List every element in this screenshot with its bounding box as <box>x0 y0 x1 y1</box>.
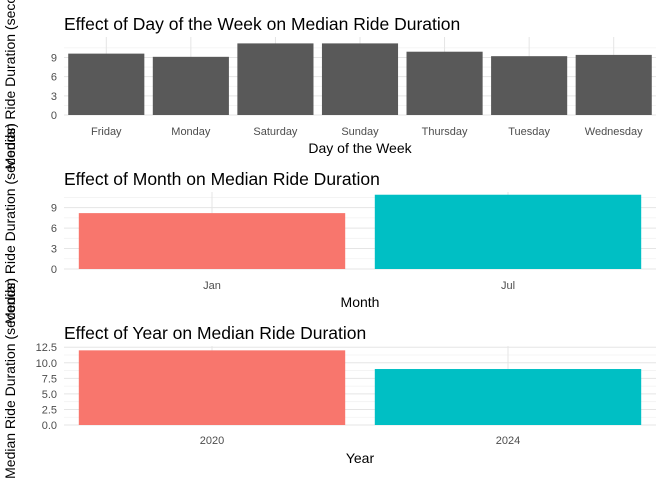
bar-monday <box>152 56 229 115</box>
chart-title: Effect of Month on Median Ride Duration <box>64 169 380 189</box>
x-tick-label: Jan <box>203 280 221 292</box>
y-tick-label: 2.5 <box>42 404 57 416</box>
y-tick-label: 0 <box>51 110 57 122</box>
bar-friday <box>68 53 145 115</box>
chart-panel-3: 0.0 2.5 5.0 7.5 10.0 12.5 2020 2024 Effect of Ye… <box>2 278 656 479</box>
y-tick-label: 3 <box>51 91 57 103</box>
bar-thursday <box>406 51 483 115</box>
chart-title: Effect of Day of the Week on Median Ride… <box>64 14 460 34</box>
y-axis-title: Median Ride Duration (seconds) <box>2 278 18 479</box>
x-tick-label: Monday <box>171 126 211 138</box>
y-tick-label: 10.0 <box>36 358 57 370</box>
x-axis-title: Day of the Week <box>308 140 412 156</box>
y-tick-label: 0 <box>51 264 57 276</box>
x-tick-label: Thursday <box>422 126 468 138</box>
y-tick-label: 6 <box>51 223 57 235</box>
y-axis-title: Median Ride Duration (seconds) <box>2 123 18 324</box>
x-tick-label: 2020 <box>200 435 224 447</box>
bar-saturday <box>237 43 314 115</box>
y-tick-label: 6 <box>51 72 57 84</box>
bar-wednesday <box>575 54 652 115</box>
y-tick-label: 3 <box>51 244 57 256</box>
x-tick-label: Tuesday <box>508 126 550 138</box>
bar-tuesday <box>491 56 568 115</box>
bar-jan <box>78 213 346 269</box>
y-axis-title: Median Ride Duration (seconds) <box>2 0 18 169</box>
x-tick-label: Saturday <box>253 126 298 138</box>
x-tick-label: Friday <box>91 126 122 138</box>
y-tick-label: 9 <box>51 203 57 215</box>
chart-panel-1: 0 3 6 9 Friday Monday Saturday Sunday Thursday Tu… <box>2 0 656 169</box>
bar-2024 <box>374 369 642 425</box>
y-tick-label: 7.5 <box>42 373 57 385</box>
x-tick-label: Sunday <box>341 126 379 138</box>
y-tick-label: 9 <box>51 52 57 64</box>
bar-2020 <box>78 350 346 425</box>
bar-sunday <box>321 43 399 115</box>
y-tick-label: 12.5 <box>36 342 57 354</box>
x-axis-title: Month <box>341 294 380 310</box>
y-tick-label: 0.0 <box>42 420 57 432</box>
x-tick-label: Jul <box>501 280 515 292</box>
chart-title: Effect of Year on Median Ride Duration <box>64 323 366 343</box>
x-axis-title: Year <box>346 450 375 466</box>
y-tick-label: 5.0 <box>42 389 57 401</box>
x-tick-label: 2024 <box>496 435 520 447</box>
bar-jul <box>374 194 642 269</box>
x-tick-label: Wednesday <box>585 126 643 138</box>
chart-panel-2: 0 3 6 9 Jan Jul Effect of Month on Median Ride… <box>2 123 656 324</box>
